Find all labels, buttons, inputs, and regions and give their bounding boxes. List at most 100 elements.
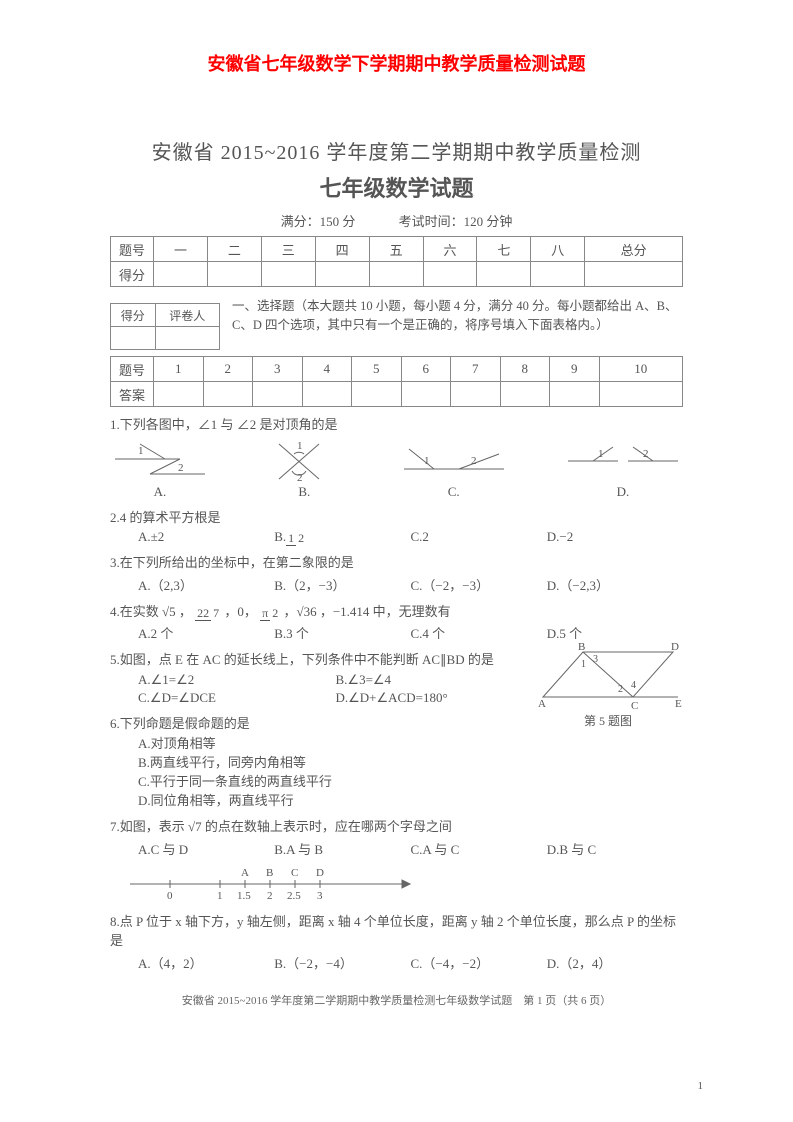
- q4-opts: A.2 个 B.3 个 C.4 个 D.5 个: [110, 623, 683, 642]
- svg-text:0: 0: [167, 890, 173, 902]
- q8-text: 8.点 P 位于 x 轴下方，y 轴左侧，距离 x 轴 4 个单位长度，距离 y…: [110, 912, 683, 951]
- opt-label: B.: [298, 484, 310, 499]
- grader-table: 得分 评卷人: [110, 303, 220, 350]
- numberline-icon: A B C D 0 1 1.5 2 2.5 3: [110, 864, 430, 904]
- q6-optB: B.两直线平行，同旁内角相等: [110, 752, 533, 771]
- svg-text:E: E: [675, 698, 682, 710]
- q1-figD: 1 2 D.: [563, 439, 683, 500]
- cell: 8: [500, 357, 550, 382]
- cell: [111, 327, 156, 350]
- cell: [550, 382, 600, 407]
- frac-d: 2: [270, 606, 280, 620]
- q3-text: 3.在下列所给出的坐标中，在第二象限的是: [110, 553, 683, 573]
- opt: B.A 与 B: [274, 839, 410, 858]
- cell: [401, 382, 451, 407]
- cell: [585, 262, 683, 287]
- cell: [352, 382, 402, 407]
- cell: 7: [451, 357, 501, 382]
- cell: [155, 327, 219, 350]
- q2-opts: A.±2 B.12 C.2 D.−2: [110, 529, 683, 545]
- q1-figC: 1 2 C.: [399, 439, 509, 500]
- frac-d: 7: [211, 606, 221, 620]
- opt: C.（−2，−3）: [411, 575, 547, 594]
- cell: [500, 382, 550, 407]
- svg-text:D: D: [671, 642, 679, 653]
- angle-icon: 1 2: [264, 439, 344, 484]
- opt: B.（−2，−4）: [274, 953, 410, 972]
- exam-info: 满分：150 分 考试时间：120 分钟: [110, 211, 683, 230]
- opt: C.（−4，−2）: [411, 953, 547, 972]
- cell: 答案: [111, 382, 154, 407]
- svg-text:B: B: [578, 642, 585, 653]
- cell: [599, 382, 683, 407]
- section1-row: 得分 评卷人 一、选择题（本大题共 10 小题，每小题 4 分，满分 40 分。…: [110, 297, 683, 350]
- q5-opts-row1: A.∠1=∠2 B.∠3=∠4: [110, 672, 533, 688]
- cell: 6: [401, 357, 451, 382]
- q8-opts: A.（4，2） B.（−2，−4） C.（−4，−2） D.（2，4）: [110, 953, 683, 972]
- svg-text:A: A: [241, 867, 249, 879]
- opt-label: A.: [154, 484, 167, 499]
- parallelogram-icon: A B D C E 1 3 2 4: [533, 642, 683, 712]
- cell: [369, 262, 423, 287]
- cell: [203, 382, 253, 407]
- svg-text:3: 3: [593, 654, 598, 665]
- footer-line: 安徽省 2015~2016 学年度第二学期期中教学质量检测七年级数学试题 第 1…: [110, 992, 683, 1008]
- frac-n: 1: [286, 531, 296, 546]
- opt: A.∠1=∠2: [138, 672, 336, 688]
- page-title: 安徽省七年级数学下学期期中教学质量检测试题: [0, 0, 793, 76]
- opt: C.2: [411, 529, 547, 545]
- angle-icon: 1 2: [563, 439, 683, 484]
- opt: B.（2，−3）: [274, 575, 410, 594]
- q7-text: 7.如图，表示 √7 的点在数轴上表示时，应在哪两个字母之间: [110, 817, 683, 837]
- opt: D.B 与 C: [547, 839, 683, 858]
- full-score-label: 满分：150 分: [281, 214, 356, 229]
- opt: B.3 个: [274, 623, 410, 642]
- cell: [423, 262, 477, 287]
- cell: [315, 262, 369, 287]
- cell: 题号: [111, 237, 154, 262]
- svg-text:1: 1: [598, 448, 604, 460]
- svg-text:D: D: [316, 867, 324, 879]
- svg-text:2: 2: [178, 462, 184, 474]
- cell: [302, 382, 352, 407]
- q4-prefix: 4.在实数 √5 ，: [110, 604, 192, 619]
- q5-figure: A B D C E 1 3 2 4 第 5 题图: [533, 642, 683, 729]
- svg-text:4: 4: [631, 680, 636, 691]
- svg-text:2: 2: [618, 684, 623, 695]
- section1-text: 一、选择题（本大题共 10 小题，每小题 4 分，满分 40 分。每小题都给出 …: [220, 297, 683, 335]
- q7-numberline: A B C D 0 1 1.5 2 2.5 3: [110, 864, 683, 904]
- q5-wrap: 5.如图，点 E 在 AC 的延长线上，下列条件中不能判断 AC∥BD 的是 A…: [110, 642, 683, 771]
- cell: 10: [599, 357, 683, 382]
- cell: 1: [154, 357, 204, 382]
- cell: [154, 382, 204, 407]
- score-table: 题号 一 二 三 四 五 六 七 八 总分 得分: [110, 236, 683, 287]
- opt: A.C 与 D: [138, 839, 274, 858]
- svg-text:1: 1: [581, 659, 586, 670]
- page-number: 1: [698, 1080, 704, 1092]
- q7-opts: A.C 与 D B.A 与 B C.A 与 C D.B 与 C: [110, 839, 683, 858]
- svg-text:1: 1: [138, 445, 144, 457]
- svg-text:2: 2: [297, 472, 303, 484]
- cell: 一: [154, 237, 208, 262]
- cell: [154, 262, 208, 287]
- exam-subtitle: 七年级数学试题: [110, 171, 683, 203]
- opt: B.12: [274, 529, 410, 545]
- cell: [253, 382, 303, 407]
- opt: D.5 个: [547, 623, 683, 642]
- cell: 七: [477, 237, 531, 262]
- opt: A.±2: [138, 529, 274, 545]
- q5-fig-label: 第 5 题图: [533, 712, 683, 729]
- cell: 9: [550, 357, 600, 382]
- time-label: 考试时间：120 分钟: [399, 214, 513, 229]
- cell: 八: [531, 237, 585, 262]
- opt: D.−2: [547, 529, 683, 545]
- cell: 四: [315, 237, 369, 262]
- q4-mid1: ，0，: [224, 604, 257, 619]
- opt-label: D.: [617, 484, 630, 499]
- cell: [477, 262, 531, 287]
- cell: 3: [253, 357, 303, 382]
- answer-table: 题号 1 2 3 4 5 6 7 8 9 10 答案: [110, 356, 683, 407]
- q6-optA: A.对顶角相等: [110, 733, 533, 752]
- cell: 六: [423, 237, 477, 262]
- svg-text:2: 2: [471, 455, 477, 467]
